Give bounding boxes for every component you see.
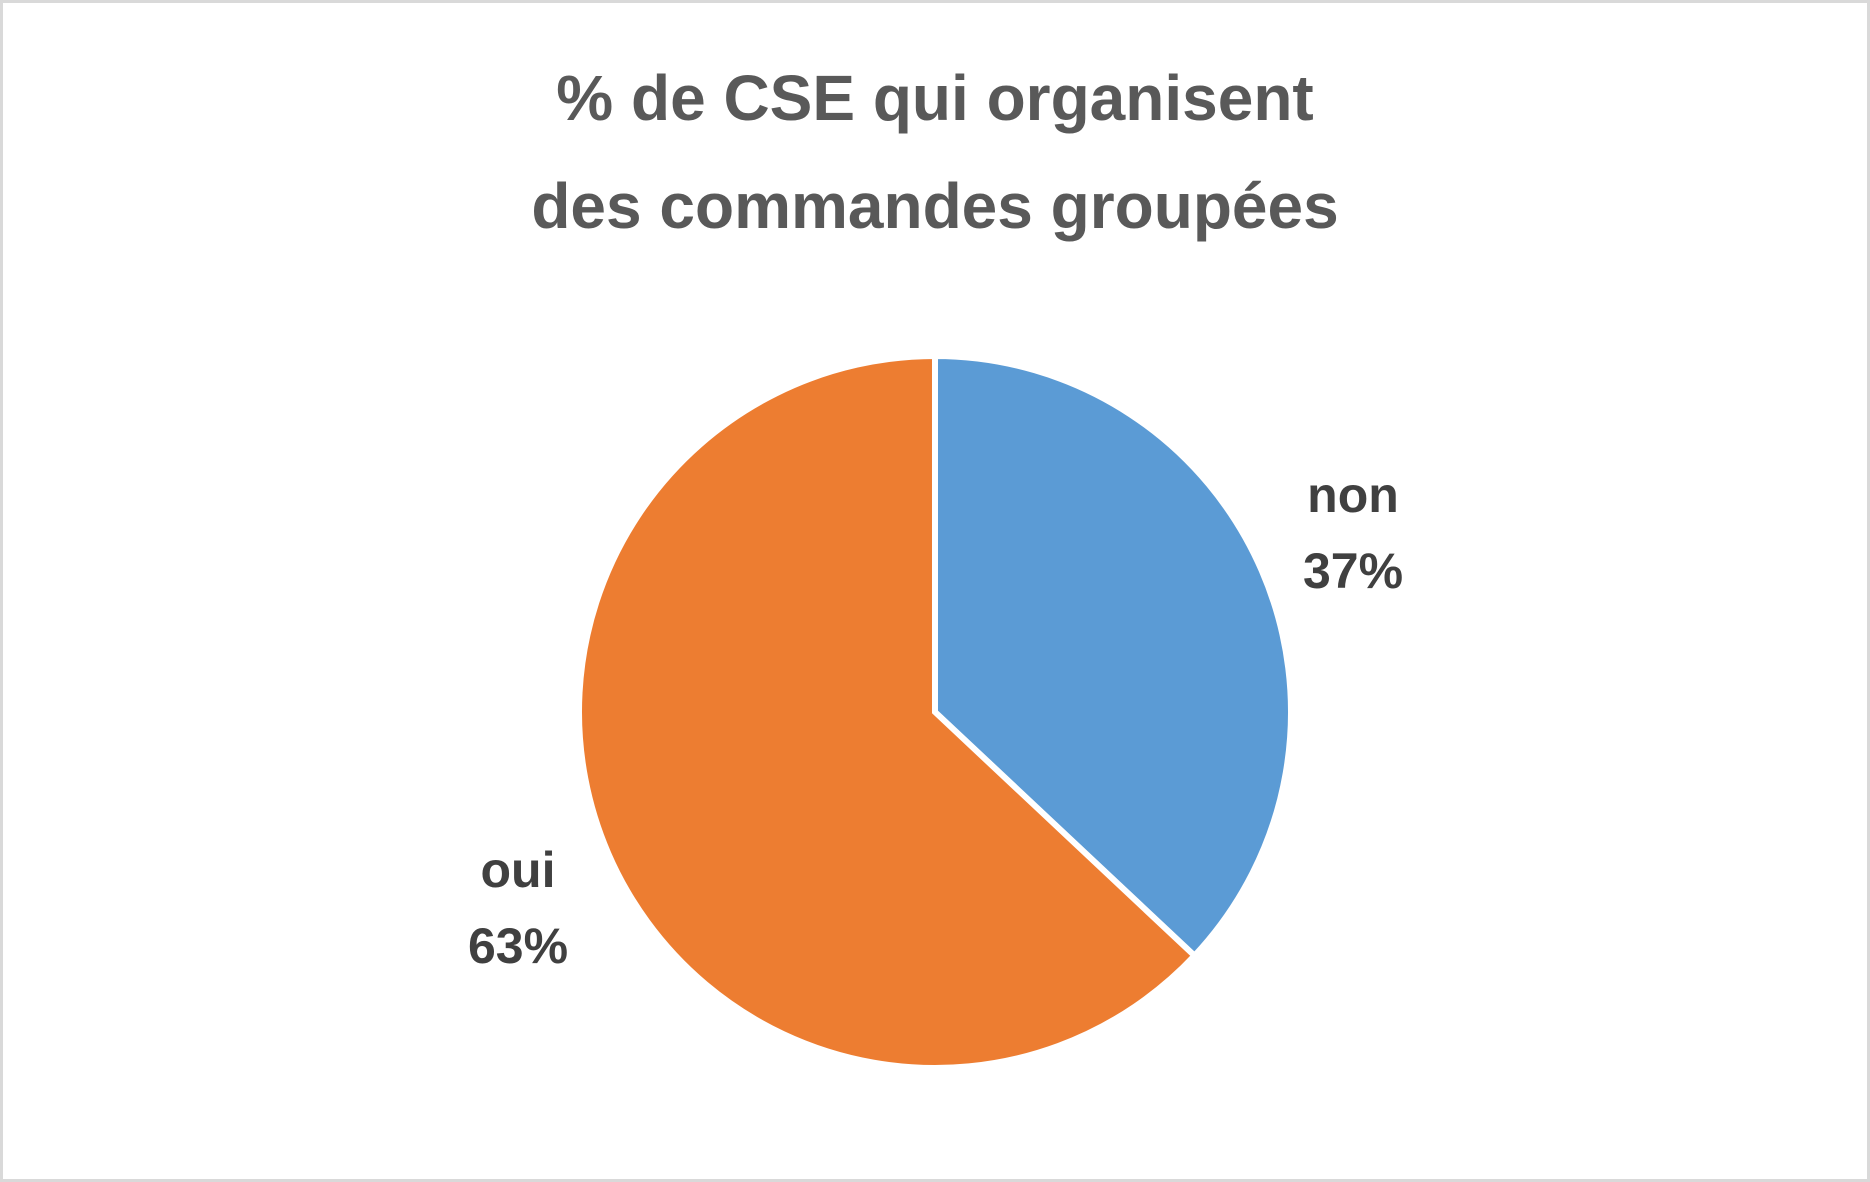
pie-slice-oui[interactable] <box>576 352 1199 1071</box>
data-label-oui: oui 63% <box>455 832 581 984</box>
pie-slice-non[interactable] <box>932 352 1294 960</box>
data-label-non-category: non <box>1307 467 1399 523</box>
data-label-non: non 37% <box>1290 457 1416 609</box>
data-label-oui-percent: 63% <box>467 918 569 974</box>
chart-title: % de CSE qui organisent des commandes gr… <box>0 44 1870 260</box>
chart-title-line-2: des commandes groupées <box>531 170 1339 242</box>
pie-slices <box>576 352 1294 1071</box>
data-label-oui-category: oui <box>480 842 556 898</box>
data-label-non-percent: 37% <box>1302 543 1404 599</box>
chart-title-line-1: % de CSE qui organisent <box>556 62 1314 134</box>
